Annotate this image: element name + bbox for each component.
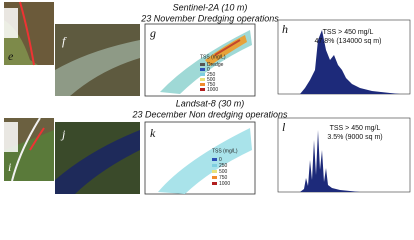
legend-swatch (200, 68, 205, 71)
panel-letter: l (282, 120, 286, 134)
legend-title: TSS (mg/L) (212, 148, 238, 154)
river-highlight (29, 127, 45, 151)
threshold-label: TSS > 450 mg/L (330, 125, 381, 132)
panel-letter: h (282, 22, 288, 36)
legend-swatch (212, 176, 217, 179)
legend-label: 500 (207, 77, 216, 83)
area-label: 3.5% (9000 sq m) (327, 134, 382, 141)
tss-map (158, 128, 252, 194)
legend-swatch (200, 73, 205, 76)
river-j (55, 130, 140, 194)
legend-swatch (212, 158, 217, 161)
legend-label: 1000 (207, 87, 218, 93)
title-bottom: Landsat-8 (30 m) (176, 98, 245, 108)
map-legend (4, 122, 18, 152)
legend-label: 750 (219, 175, 228, 181)
figure: Sentinel-2A (10 m) 23 November Dredging … (4, 1, 411, 195)
histogram-bars (300, 130, 360, 192)
legend-swatch (212, 164, 217, 167)
river-f (55, 40, 140, 96)
legend-label: 500 (219, 169, 228, 175)
legend-label: 0 (219, 157, 222, 163)
legend-swatch (212, 182, 217, 185)
title-top: Sentinel-2A (10 m) (173, 2, 248, 12)
legend-swatch (200, 63, 205, 66)
legend-swatch (200, 88, 205, 91)
panel-letter: i (8, 160, 11, 174)
panel-letter: k (150, 126, 156, 140)
subtitle-top: 23 November Dredging operations (140, 13, 279, 23)
area-label: 47.8% (134000 sq m) (315, 38, 382, 45)
subtitle-bottom: 23 December Non dredging operations (131, 109, 288, 119)
panel-letter: f (62, 34, 67, 48)
legend-swatch (200, 83, 205, 86)
histogram-bars (300, 30, 400, 94)
legend-label: 250 (219, 163, 228, 169)
legend-swatch (200, 78, 205, 81)
legend-label: 0 (207, 67, 210, 73)
river-line (19, 1, 35, 66)
legend-swatch (212, 170, 217, 173)
threshold-label: TSS > 450 mg/L (323, 29, 374, 36)
legend-label: 250 (207, 72, 216, 78)
legend-label: 1000 (219, 181, 230, 187)
map-legend (4, 8, 18, 38)
legend-label: Dredge (207, 62, 224, 68)
panel-letter: e (8, 49, 14, 63)
panel-letter: j (60, 127, 66, 141)
panel-letter: g (150, 26, 156, 40)
legend-title: TSS (mg/L) (200, 54, 226, 60)
page: Sentinel-2A (10 m) 23 November Dredging … (4, 1, 411, 195)
tss-max (214, 39, 241, 56)
river-line (11, 117, 41, 182)
legend-label: 750 (207, 82, 216, 88)
